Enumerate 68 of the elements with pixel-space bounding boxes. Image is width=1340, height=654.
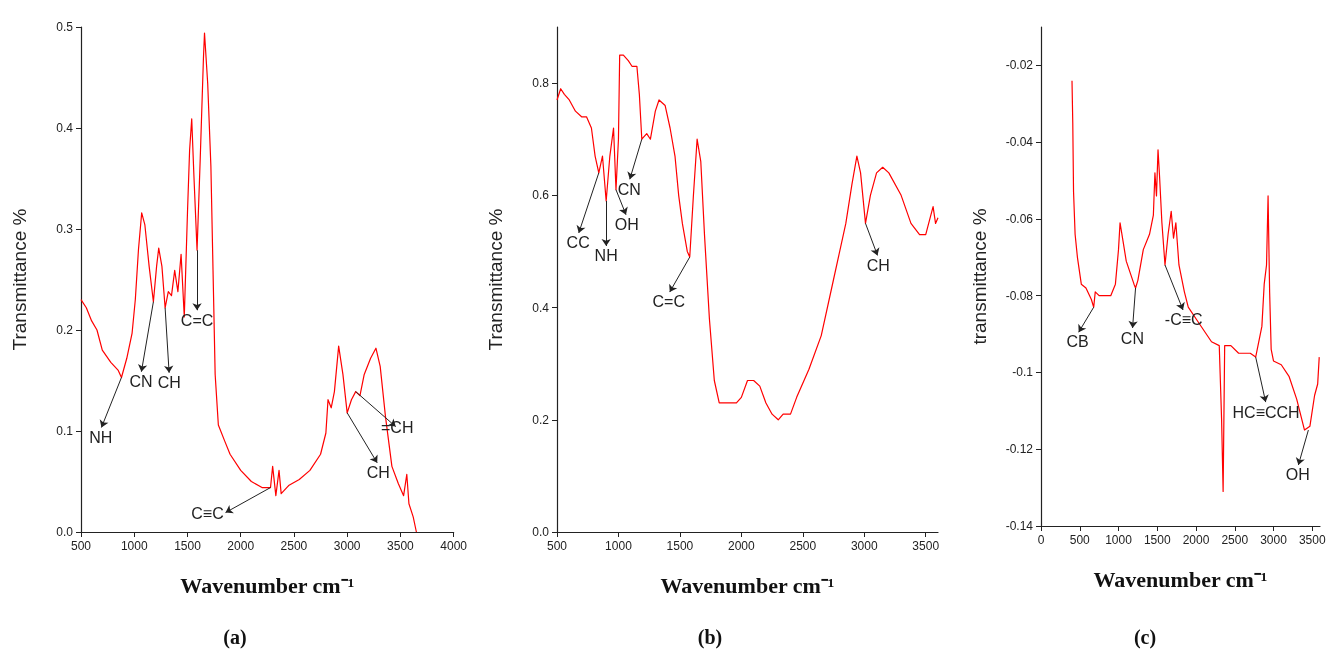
annotation: CC bbox=[566, 234, 590, 252]
x-tick-label: 2000 bbox=[227, 539, 255, 553]
y-tick-label: -0.02 bbox=[1005, 58, 1034, 73]
x-tick-label: 3000 bbox=[1260, 533, 1288, 547]
y-axis-title: Transmittance % bbox=[485, 208, 506, 351]
y-tick-label: -0.12 bbox=[1005, 442, 1034, 457]
annotation: NH bbox=[89, 428, 113, 446]
y-tick-label: 0.2 bbox=[56, 323, 74, 337]
x-axis-title: Wavenumber cm⁻¹ bbox=[660, 572, 835, 598]
annotation: CH bbox=[866, 256, 890, 274]
x-tick-label: 3500 bbox=[1298, 533, 1326, 547]
x-tick-label: 2000 bbox=[1182, 533, 1210, 547]
y-tick-label: 0.0 bbox=[532, 525, 550, 539]
annotation: CN bbox=[1120, 329, 1144, 347]
line-series bbox=[80, 32, 417, 533]
y-tick-label: -0.04 bbox=[1005, 135, 1034, 150]
x-tick-label: 3500 bbox=[387, 539, 415, 553]
annotation: OH bbox=[1285, 466, 1310, 484]
y-tick-label: 0.3 bbox=[56, 222, 74, 236]
y-tick-label: -0.14 bbox=[1005, 519, 1034, 533]
y-tick-label: 0.5 bbox=[56, 20, 74, 34]
y-axis-title: Transmittance % bbox=[9, 208, 30, 351]
x-tick-label: 1000 bbox=[605, 539, 633, 553]
annotation: CN bbox=[617, 180, 641, 198]
annotation: C≡C bbox=[191, 505, 224, 523]
y-tick-label: 0.1 bbox=[56, 424, 74, 438]
annotation: OH bbox=[614, 216, 639, 234]
annotation: CB bbox=[1066, 333, 1089, 351]
annotation: HC≡CCH bbox=[1232, 403, 1300, 421]
x-tick-label: 500 bbox=[70, 539, 92, 553]
x-tick-label: 3500 bbox=[912, 539, 940, 553]
x-tick-label: 2500 bbox=[280, 539, 308, 553]
text: (c) bbox=[1133, 626, 1157, 649]
x-tick-label: 1000 bbox=[120, 539, 148, 553]
line-series bbox=[556, 54, 939, 421]
y-tick-label: 0.8 bbox=[532, 76, 550, 91]
x-tick-label: 0 bbox=[1037, 533, 1045, 547]
x-tick-label: 2000 bbox=[728, 539, 756, 553]
text: (a) bbox=[223, 626, 247, 649]
x-tick-label: 1500 bbox=[174, 539, 202, 553]
y-tick-label: -0.08 bbox=[1005, 288, 1034, 303]
y-tick-label: -0.06 bbox=[1005, 211, 1034, 226]
annotation: CH bbox=[366, 464, 390, 482]
x-tick-label: 500 bbox=[546, 539, 568, 553]
x-tick-label: 1000 bbox=[1105, 533, 1133, 547]
x-tick-label: 2500 bbox=[1221, 533, 1249, 547]
annotation: CN bbox=[129, 373, 153, 391]
x-tick-label: 1500 bbox=[666, 539, 694, 553]
x-tick-label: 2500 bbox=[789, 539, 817, 553]
x-tick-label: 1500 bbox=[1143, 533, 1171, 547]
y-tick-label: 0.6 bbox=[532, 188, 550, 203]
y-tick-label: 0.4 bbox=[56, 121, 74, 135]
x-tick-label: 3000 bbox=[333, 539, 361, 553]
annotation: NH bbox=[594, 247, 618, 265]
y-tick-label: 0.4 bbox=[532, 300, 550, 315]
x-axis-title: Wavenumber cm⁻¹ bbox=[180, 572, 355, 598]
annotation: CH bbox=[157, 374, 181, 392]
y-tick-label: 0.0 bbox=[56, 525, 74, 539]
annotation: C=C bbox=[180, 311, 214, 329]
y-tick-label: 0.2 bbox=[532, 412, 550, 427]
text: (b) bbox=[697, 626, 723, 649]
y-axis-title: transmittance % bbox=[969, 208, 990, 345]
x-axis-title: Wavenumber cm⁻¹ bbox=[1093, 566, 1268, 592]
x-tick-label: 4000 bbox=[440, 539, 468, 553]
x-tick-label: 500 bbox=[1069, 533, 1091, 547]
x-tick-label: 3000 bbox=[850, 539, 878, 553]
annotation: C=C bbox=[652, 293, 685, 311]
y-tick-label: -0.1 bbox=[1012, 365, 1034, 380]
